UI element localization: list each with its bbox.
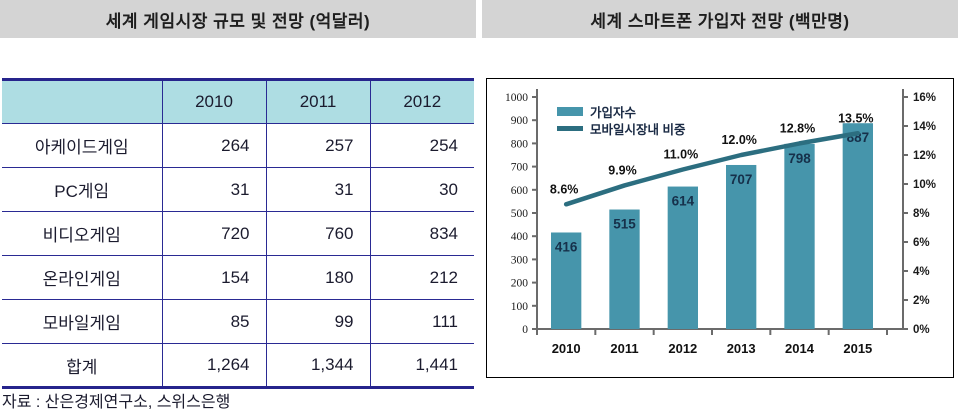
table-column-header-2011: 2011 <box>266 79 371 124</box>
cell-arcade-2012: 254 <box>370 123 474 168</box>
svg-text:416: 416 <box>555 239 578 254</box>
svg-text:700: 700 <box>511 162 529 174</box>
svg-text:13.5%: 13.5% <box>838 111 873 125</box>
cell-pc-2010: 31 <box>162 167 267 212</box>
cell-arcade-2011: 257 <box>266 123 371 168</box>
svg-text:100: 100 <box>511 301 529 313</box>
svg-text:900: 900 <box>511 115 529 127</box>
table-row: 아케이드게임 264 257 254 <box>2 123 474 168</box>
svg-text:2012: 2012 <box>668 341 697 356</box>
svg-text:400: 400 <box>511 231 529 243</box>
table-row: 모바일게임 85 99 111 <box>2 299 474 344</box>
svg-text:16%: 16% <box>913 92 936 104</box>
cell-mobile-2011: 99 <box>266 299 371 344</box>
svg-text:6%: 6% <box>913 237 930 249</box>
game-market-table-panel: 2010 2011 2012 아케이드게임 264 257 254 PC게임 3… <box>0 78 476 389</box>
svg-text:614: 614 <box>672 194 695 209</box>
svg-text:200: 200 <box>511 278 529 290</box>
svg-text:515: 515 <box>613 217 636 232</box>
table-column-header-2012: 2012 <box>370 79 474 124</box>
svg-text:9.9%: 9.9% <box>608 163 637 177</box>
row-label-mobile: 모바일게임 <box>2 299 163 344</box>
table-column-header-2010: 2010 <box>162 79 267 124</box>
svg-text:707: 707 <box>730 172 753 187</box>
smartphone-subscriber-chart: 0 100 200 300 400 500 600 700 800 900 1000 0% 2% 4% 6%… <box>486 78 954 378</box>
cell-mobile-2012: 111 <box>370 299 474 344</box>
svg-text:300: 300 <box>511 254 529 266</box>
row-label-video: 비디오게임 <box>2 211 163 256</box>
cell-total-2010: 1,264 <box>162 343 267 388</box>
row-label-arcade: 아케이드게임 <box>2 123 163 168</box>
cell-total-2012: 1,441 <box>415 355 458 374</box>
chart-legend: 가입자수 모바일시장내 비중 <box>557 103 685 137</box>
table-row: 온라인게임 154 180 212 <box>2 255 474 300</box>
svg-text:2013: 2013 <box>727 341 756 356</box>
svg-text:2015: 2015 <box>843 341 872 356</box>
cell-mobile-2010: 85 <box>162 299 267 344</box>
svg-text:14%: 14% <box>913 121 936 133</box>
source-note: 자료 : 산은경제연구소, 스위스은행 <box>2 394 231 411</box>
svg-text:600: 600 <box>511 185 529 197</box>
table-row: 비디오게임 720 760 834 <box>2 211 474 256</box>
table-row-total: 합계 1,264 1,344 1,441 <box>2 343 474 388</box>
svg-text:11.0%: 11.0% <box>663 148 698 162</box>
bar-swatch-icon <box>557 107 583 116</box>
cell-online-2011: 180 <box>266 255 371 300</box>
svg-text:0: 0 <box>522 324 528 336</box>
svg-text:2%: 2% <box>913 295 930 307</box>
svg-text:0%: 0% <box>913 324 930 336</box>
chart-canvas: 0 100 200 300 400 500 600 700 800 900 1000 0% 2% 4% 6%… <box>505 89 936 356</box>
svg-text:2011: 2011 <box>610 341 638 356</box>
svg-text:10%: 10% <box>913 179 936 191</box>
cell-pc-2012: 30 <box>370 167 474 212</box>
row-label-pc: PC게임 <box>2 167 163 212</box>
svg-text:1000: 1000 <box>505 92 528 104</box>
cell-online-2010: 154 <box>162 255 267 300</box>
svg-text:2014: 2014 <box>785 341 815 356</box>
svg-text:800: 800 <box>511 138 529 150</box>
line-swatch-icon <box>557 126 583 131</box>
svg-text:500: 500 <box>511 208 529 220</box>
game-market-table: 2010 2011 2012 아케이드게임 264 257 254 PC게임 3… <box>2 78 474 389</box>
row-label-total: 합계 <box>2 343 163 388</box>
legend-label-share: 모바일시장내 비중 <box>590 123 686 137</box>
cell-video-2010: 720 <box>162 211 267 256</box>
cell-video-2011: 760 <box>266 211 371 256</box>
table-row: PC게임 31 31 30 <box>2 167 474 212</box>
cell-video-2012: 834 <box>370 211 474 256</box>
svg-text:2010: 2010 <box>552 341 581 356</box>
svg-text:8%: 8% <box>913 208 930 220</box>
svg-text:8.6%: 8.6% <box>550 182 579 196</box>
cell-total-2011: 1,344 <box>266 343 371 388</box>
left-panel-title: 세계 게임시장 규모 및 전망 (억달러) <box>105 11 371 31</box>
table-body: 아케이드게임 264 257 254 PC게임 31 31 30 비디오게임 7… <box>2 123 474 388</box>
right-panel-title-bar: 세계 스마트폰 가입자 전망 (백만명) <box>482 0 958 38</box>
svg-text:4%: 4% <box>913 266 930 278</box>
legend-item-subscribers: 가입자수 <box>557 103 685 120</box>
svg-text:12%: 12% <box>913 150 936 162</box>
left-panel-title-bar: 세계 게임시장 규모 및 전망 (억달러) <box>0 0 476 38</box>
svg-text:798: 798 <box>788 151 811 166</box>
table-header-row: 2010 2011 2012 <box>2 79 474 124</box>
cell-pc-2011: 31 <box>266 167 371 212</box>
table-header: 2010 2011 2012 <box>2 79 474 124</box>
table-corner-header <box>2 79 163 124</box>
cell-online-2012: 212 <box>370 255 474 300</box>
cell-arcade-2010: 264 <box>162 123 267 168</box>
svg-text:12.0%: 12.0% <box>721 133 756 147</box>
svg-text:12.8%: 12.8% <box>780 121 815 135</box>
right-panel-title: 세계 스마트폰 가입자 전망 (백만명) <box>590 11 850 31</box>
row-label-online: 온라인게임 <box>2 255 163 300</box>
legend-item-share: 모바일시장내 비중 <box>557 120 685 137</box>
legend-label-subscribers: 가입자수 <box>590 106 637 120</box>
